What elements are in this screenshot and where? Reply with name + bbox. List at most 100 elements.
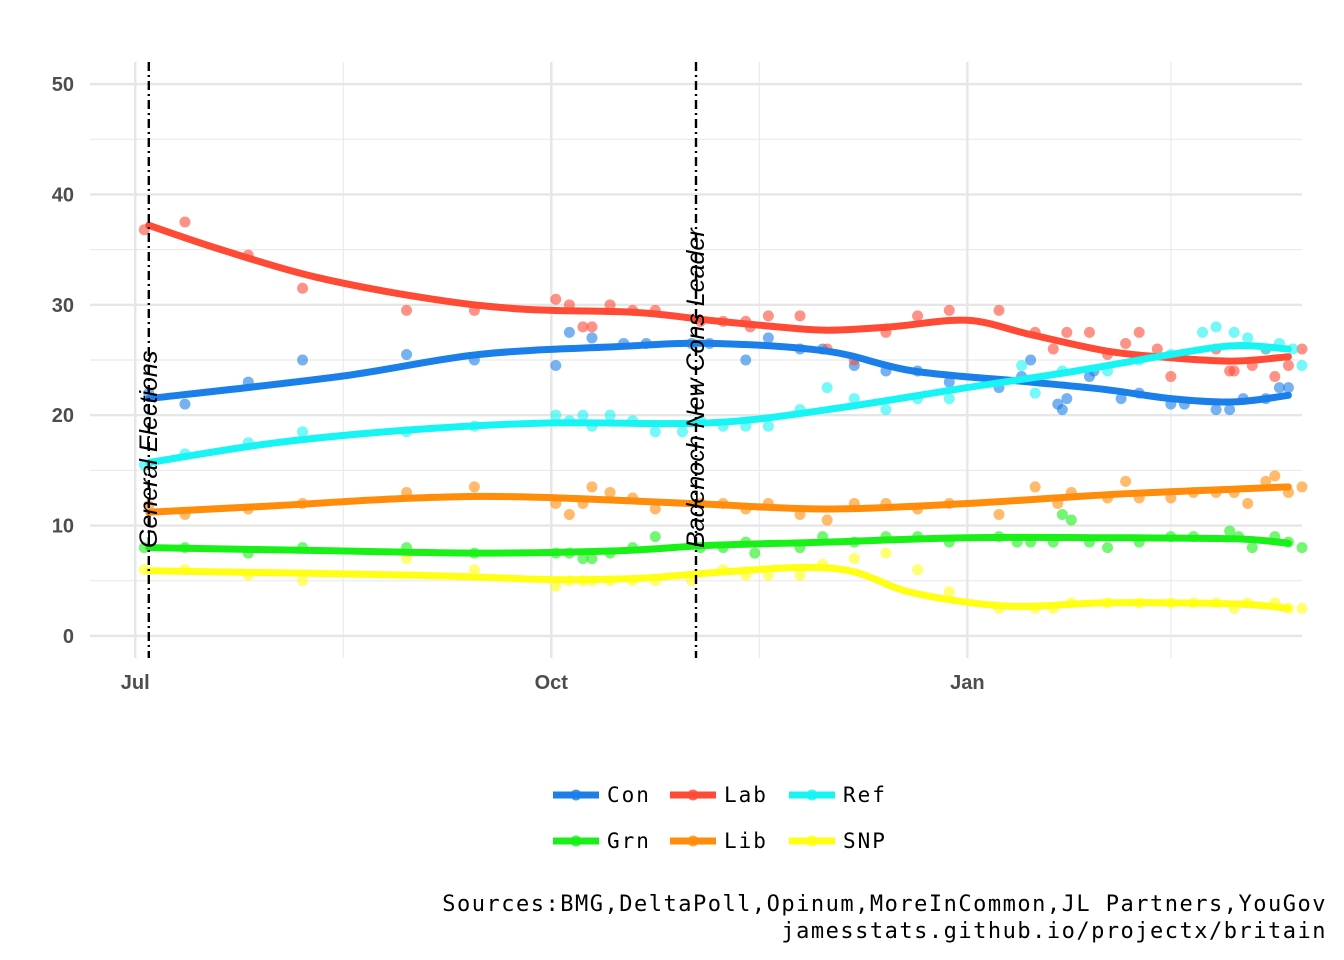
poll-point-con xyxy=(1056,404,1068,416)
legend-label: Grn xyxy=(607,829,651,853)
legend-label: SNP xyxy=(843,829,887,853)
poll-point-snp xyxy=(1296,602,1308,614)
poll-point-con xyxy=(762,332,774,344)
x-tick-label: Jan xyxy=(950,672,984,694)
poll-point-grn xyxy=(749,547,761,559)
poll-point-con xyxy=(1282,382,1294,394)
poll-point-lib xyxy=(1260,475,1272,487)
legend-key-point xyxy=(570,835,582,847)
y-axis-tick-labels: 0 10 20 30 40 50 xyxy=(52,74,74,648)
poll-point-lib xyxy=(821,514,833,526)
legend-label: Lab xyxy=(724,783,768,807)
poll-point-ref xyxy=(880,404,892,416)
poll-point-ref xyxy=(1029,387,1041,399)
poll-point-lab xyxy=(993,304,1005,316)
poll-point-snp xyxy=(550,580,562,592)
poll-point-lib xyxy=(993,509,1005,521)
poll-point-lab xyxy=(297,282,309,294)
poll-point-lab xyxy=(1120,337,1132,349)
poll-point-lab xyxy=(401,304,413,316)
poll-point-ref xyxy=(1197,326,1209,338)
poll-point-lab xyxy=(1282,360,1294,372)
poll-point-ref xyxy=(604,409,616,421)
poll-point-ref xyxy=(1242,332,1254,344)
poll-point-con xyxy=(550,360,562,372)
poll-point-lab xyxy=(1296,343,1308,355)
legend-key-point xyxy=(806,835,818,847)
poll-point-grn xyxy=(1102,542,1114,554)
legend-key-point xyxy=(687,835,699,847)
poll-point-grn xyxy=(586,553,598,565)
source-line: jamesstats.github.io/projectx/britain xyxy=(781,919,1327,944)
poll-point-grn xyxy=(577,553,589,565)
trend-line-con xyxy=(145,339,1292,406)
y-tick-label: 50 xyxy=(52,74,74,96)
poll-point-lab xyxy=(912,310,924,322)
poll-point-con xyxy=(586,332,598,344)
x-tick-label: Oct xyxy=(535,672,569,694)
poll-point-snp xyxy=(401,553,413,565)
poll-point-ref xyxy=(1016,360,1028,372)
poll-point-lab xyxy=(794,310,806,322)
poll-point-ref xyxy=(1210,321,1222,333)
poll-point-ref xyxy=(1228,326,1240,338)
poll-point-lab xyxy=(1269,371,1281,383)
source-line: Sources:BMG,DeltaPoll,Opinum,MoreInCommo… xyxy=(442,892,1327,917)
poll-point-lib xyxy=(1269,470,1281,482)
event-annotations: General Elections Badenoch New Cons Leade… xyxy=(135,62,710,658)
poll-point-ref xyxy=(550,409,562,421)
poll-point-lab xyxy=(1228,365,1240,377)
poll-point-grn xyxy=(1224,525,1236,537)
trend-line-snp xyxy=(145,563,1292,612)
poll-point-con xyxy=(1061,393,1073,405)
poll-point-snp xyxy=(794,569,806,581)
poll-point-lib xyxy=(649,503,661,515)
poll-point-lab xyxy=(604,299,616,311)
legend-key-point xyxy=(806,789,818,801)
poll-point-con xyxy=(943,376,955,388)
poll-point-lab xyxy=(1151,343,1163,355)
trend-lines xyxy=(145,221,1292,612)
poll-point-lab xyxy=(1047,343,1059,355)
poll-point-lib xyxy=(1029,481,1041,493)
poll-point-lib xyxy=(604,486,616,498)
trend-line-lab xyxy=(145,221,1292,365)
x-tick-label: Jul xyxy=(121,672,150,694)
poll-point-lab xyxy=(1165,371,1177,383)
poll-point-ref xyxy=(1296,360,1308,372)
legend: Con Lab Ref Grn Lib SNP xyxy=(553,783,887,853)
legend-key-point xyxy=(570,789,582,801)
trend-line-grn xyxy=(145,533,1292,557)
poll-point-lab xyxy=(577,321,589,333)
poll-point-lab xyxy=(762,310,774,322)
event-label: Badenoch New Cons Leader xyxy=(682,227,710,548)
poll-point-grn xyxy=(1056,509,1068,521)
poll-point-con xyxy=(740,354,752,366)
event-label: General Elections xyxy=(135,351,163,548)
poll-point-con xyxy=(1025,354,1037,366)
poll-point-snp xyxy=(912,564,924,576)
poll-point-ref xyxy=(762,420,774,432)
poll-point-snp xyxy=(943,586,955,598)
poll-point-ref xyxy=(649,426,661,438)
y-tick-label: 0 xyxy=(63,626,74,648)
poll-point-grn xyxy=(1296,542,1308,554)
poll-point-lab xyxy=(1061,326,1073,338)
sources-caption: Sources:BMG,DeltaPoll,Opinum,MoreInCommo… xyxy=(442,892,1327,944)
poll-point-ref xyxy=(676,426,688,438)
poll-point-snp xyxy=(297,575,309,587)
poll-point-con xyxy=(1273,382,1285,394)
y-tick-label: 30 xyxy=(52,295,74,317)
poll-point-con xyxy=(297,354,309,366)
y-tick-label: 10 xyxy=(52,516,74,538)
poll-point-ref xyxy=(848,393,860,405)
trend-line-lib xyxy=(145,483,1292,516)
poll-point-grn xyxy=(1065,514,1077,526)
poll-point-lab xyxy=(943,304,955,316)
legend-label: Lib xyxy=(724,829,768,853)
trend-line-ref xyxy=(145,342,1292,467)
poll-point-grn xyxy=(1246,542,1258,554)
poll-point-lib xyxy=(468,481,480,493)
poll-point-lab xyxy=(1083,326,1095,338)
